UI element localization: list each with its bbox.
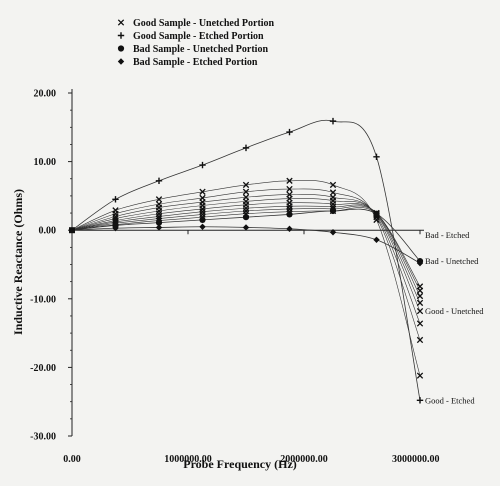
- legend-label: Good Sample - Unetched Portion: [133, 18, 275, 29]
- data-point-x: [286, 185, 293, 193]
- data-point-circle: [373, 210, 380, 217]
- data-point-plus: [329, 117, 337, 125]
- y-tick-label: 20.00: [34, 89, 57, 100]
- y-tick-label: 0.00: [39, 226, 57, 237]
- data-point-x: [416, 299, 424, 307]
- y-tick-label: -10.00: [30, 294, 56, 305]
- data-point-diamond: [373, 236, 380, 244]
- data-point-plus: [286, 128, 293, 136]
- series-annotation: Good - Unetched: [425, 306, 484, 316]
- data-point-plus: [242, 144, 250, 152]
- y-axis-title: Inductive Reactance (Ohms): [11, 189, 25, 335]
- data-point-x: [155, 196, 163, 203]
- data-point-diamond: [416, 259, 424, 267]
- x-tick-label: 0.00: [63, 454, 81, 465]
- data-point-diamond: [155, 224, 163, 231]
- x-tick-label: 2000000.00: [280, 454, 328, 465]
- data-point-x: [416, 336, 424, 344]
- data-point-plus: [373, 153, 380, 160]
- legend-label: Bad Sample - Etched Portion: [133, 57, 258, 68]
- annotations: Bad - Etched Bad - Unetched Good - Unetche…: [425, 230, 484, 405]
- data-point-x: [329, 189, 337, 196]
- x-tick-label: 3000000.00: [392, 454, 440, 465]
- x-axis-title: Probe Frequency (Hz): [183, 457, 297, 471]
- data-point-x: [242, 188, 250, 195]
- series-annotation: Bad - Unetched: [425, 256, 479, 266]
- data-point-circle: [329, 207, 337, 215]
- legend-marker-circle: [117, 45, 125, 52]
- data-point-x: [416, 372, 424, 379]
- data-point-x: [286, 177, 293, 184]
- legend-marker-plus: [117, 32, 125, 39]
- series-markers: [69, 117, 424, 404]
- legend-label: Bad Sample - Unetched Portion: [133, 44, 268, 55]
- series-line: [71, 226, 421, 264]
- data-point-diamond: [329, 229, 337, 236]
- series-curves: [71, 119, 421, 401]
- data-point-diamond: [199, 223, 206, 230]
- data-point-x: [329, 181, 337, 189]
- data-point-diamond: [242, 224, 250, 231]
- data-point-x: [416, 307, 424, 315]
- data-point-circle: [155, 219, 163, 226]
- legend-marker-diamond: [117, 58, 125, 65]
- data-point-x: [416, 320, 424, 327]
- series-line: [71, 119, 421, 401]
- y-tick-label: 10.00: [34, 157, 57, 168]
- data-point-x: [242, 181, 250, 189]
- data-point-circle: [242, 214, 250, 221]
- legend-label: Good Sample - Etched Portion: [133, 31, 264, 42]
- data-point-circle: [199, 216, 206, 224]
- legend: Good Sample - Unetched Portion Good Sampl…: [117, 18, 275, 68]
- y-tick-label: -30.00: [30, 432, 56, 443]
- axes: 20.00 10.00 0.00 -10.00 -20.00 -30.00 0.00 1000…: [30, 89, 439, 466]
- series-annotation: Bad - Etched: [425, 230, 470, 240]
- legend-marker-x: [117, 19, 125, 26]
- data-point-x: [199, 188, 206, 195]
- x-tick-label: 1000000.00: [164, 454, 212, 465]
- series-annotation: Good - Etched: [425, 395, 475, 405]
- data-point-origin: [69, 227, 75, 234]
- data-point-circle: [286, 211, 293, 218]
- y-tick-label: -20.00: [30, 363, 56, 374]
- data-point-diamond: [112, 224, 119, 232]
- data-point-plus: [199, 161, 206, 169]
- data-point-x: [416, 292, 424, 300]
- series-line: [71, 180, 421, 376]
- data-point-plus: [112, 196, 119, 203]
- data-point-plus: [155, 177, 163, 185]
- data-point-plus: [416, 397, 424, 404]
- data-point-diamond: [286, 225, 293, 233]
- data-point-x: [416, 283, 424, 290]
